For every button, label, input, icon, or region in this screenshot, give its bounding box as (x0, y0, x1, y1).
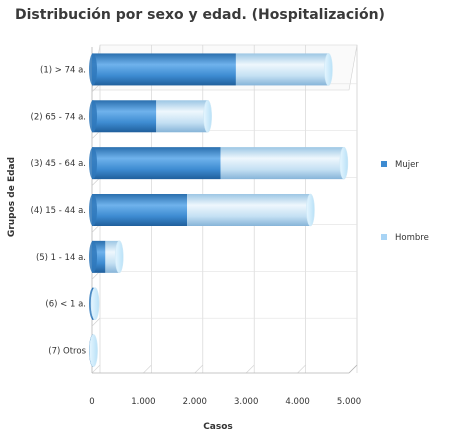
legend-swatch-mujer (381, 161, 387, 167)
y-tick-label: (3) 45 - 64 a. (31, 159, 86, 169)
bar-hombre (235, 53, 329, 86)
bar-end-cap (90, 287, 100, 321)
x-tick-labels: 0 1.000 2.000 3.000 4.000 5.000 (89, 397, 361, 407)
bar-end-cap (203, 99, 212, 133)
bar-hombre (156, 100, 208, 133)
bar-end-cap (306, 193, 315, 227)
bar-mujer (92, 194, 188, 226)
x-axis-depth-line (348, 364, 358, 374)
bar-mujer (92, 53, 236, 86)
y-axis-title: Grupos de Edad (7, 157, 17, 237)
gridline-depth (194, 364, 204, 374)
y-tick-label: (5) 1 - 14 a. (36, 253, 86, 263)
x-tick-label: 4.000 (285, 397, 309, 407)
bar-start-cap (89, 53, 97, 86)
legend-swatch-hombre (381, 234, 387, 240)
gridline-depth (245, 364, 255, 374)
legend-label-mujer: Mujer (395, 160, 419, 170)
y-tick-label: (1) > 74 a. (40, 65, 86, 75)
x-tick-label: 0 (89, 397, 94, 407)
y-tick-label: (7) Otros (48, 347, 86, 357)
bars (89, 53, 349, 367)
gridline-depth (297, 364, 306, 374)
x-axis-title: Casos (203, 422, 233, 432)
gridline-depth (91, 364, 101, 374)
y-tick-labels: (1) > 74 a. (2) 65 - 74 a. (3) 45 - 64 a. (… (31, 65, 87, 356)
bar-hombre (220, 147, 344, 180)
bar-start-cap (89, 100, 97, 133)
bar-end-cap (339, 146, 349, 180)
bar-end-cap (114, 240, 124, 274)
bar-mujer (92, 147, 221, 180)
row-separator (91, 317, 101, 327)
legend-label-hombre: Hombre (395, 233, 429, 243)
y-tick-label: (2) 65 - 74 a. (31, 112, 86, 122)
bar-start-cap (89, 240, 97, 273)
bar-mujer (92, 100, 157, 133)
y-tick-label: (6) < 1 a. (45, 300, 86, 310)
bar-start-cap (89, 194, 97, 226)
x-tick-label: 3.000 (234, 397, 258, 407)
y-tick-label: (4) 15 - 44 a. (31, 206, 86, 216)
chart-title: Distribución por sexo y edad. (Hospitali… (15, 7, 385, 23)
legend: Mujer Hombre (381, 160, 429, 243)
x-tick-label: 2.000 (183, 397, 207, 407)
bar-end-cap (89, 334, 98, 367)
bar-end-cap (324, 53, 333, 86)
x-tick-label: 1.000 (131, 397, 155, 407)
x-tick-label: 5.000 (337, 397, 361, 407)
bar-start-cap (89, 147, 97, 180)
plot-area: (1) > 74 a. (2) 65 - 74 a. (3) 45 - 64 a. (… (31, 44, 361, 407)
gridline-depth (143, 364, 152, 374)
bar-hombre (187, 194, 311, 226)
